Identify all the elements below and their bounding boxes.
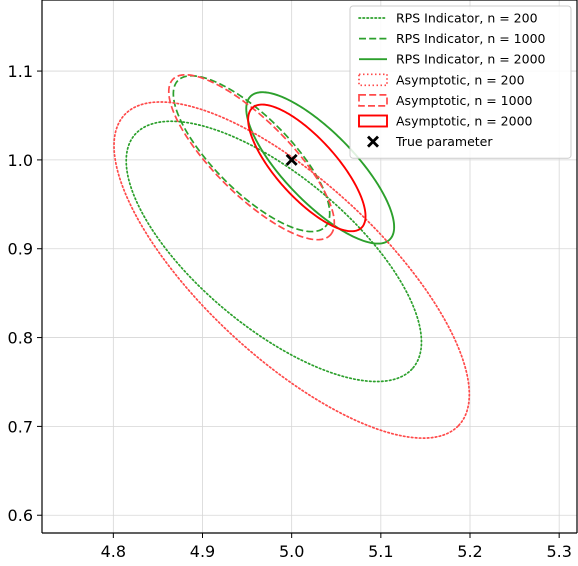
y-tick-label-5: 1.1: [8, 62, 33, 81]
legend: RPS Indicator, n = 200 RPS Indicator, n =…: [349, 5, 572, 159]
legend-label-2: RPS Indicator, n = 2000: [396, 52, 546, 67]
plot-area: [113, 73, 471, 439]
legend-entry-1: RPS Indicator, n = 1000: [359, 31, 546, 46]
legend-entry-4: Asymptotic, n = 1000: [358, 93, 533, 108]
legend-label-4: Asymptotic, n = 1000: [396, 93, 533, 108]
legend-label-0: RPS Indicator, n = 200: [396, 11, 538, 26]
legend-entry-true-parameter: True parameter: [367, 134, 493, 149]
y-tick-label-1: 0.7: [8, 417, 33, 436]
legend-box: [349, 5, 572, 159]
series-0-ellipse: [125, 120, 423, 383]
y-tick-label-4: 1.0: [8, 151, 33, 170]
axes: [41, 0, 578, 534]
x-tick-label-4: 5.2: [457, 542, 482, 561]
true-parameter-marker: [285, 153, 298, 166]
legend-entry-5: Asymptotic, n = 2000: [358, 114, 533, 129]
ticks: 4.8 4.9 5.0 5.1 5.2 5.3 0.6 0.7 0.8 0.9 1.0 1.1: [8, 62, 572, 561]
legend-entry-0: RPS Indicator, n = 200: [358, 11, 538, 26]
series-2-ellipse: [245, 91, 396, 245]
x-tick-label-0: 4.8: [101, 542, 126, 561]
series-5-ellipse: [247, 103, 367, 233]
x-tick-label-3: 5.1: [368, 542, 393, 561]
legend-entry-2: RPS Indicator, n = 2000: [359, 52, 546, 67]
series-3-ellipse: [113, 101, 471, 439]
legend-label-true-parameter: True parameter: [395, 134, 493, 149]
series-1-ellipse: [172, 74, 331, 233]
x-tick-label-2: 5.0: [279, 542, 304, 561]
y-tick-label-3: 0.9: [8, 240, 33, 259]
legend-label-1: RPS Indicator, n = 1000: [396, 31, 546, 46]
legend-entry-3: Asymptotic, n = 200: [358, 72, 525, 87]
legend-label-5: Asymptotic, n = 2000: [396, 114, 533, 129]
grid: [42, 0, 577, 533]
y-tick-label-0: 0.6: [8, 506, 33, 525]
y-tick-label-2: 0.8: [8, 329, 33, 348]
x-tick-label-5: 5.3: [546, 542, 571, 561]
series-4-ellipse: [167, 73, 336, 241]
x-tick-label-1: 4.9: [190, 542, 215, 561]
legend-label-3: Asymptotic, n = 200: [396, 72, 525, 87]
